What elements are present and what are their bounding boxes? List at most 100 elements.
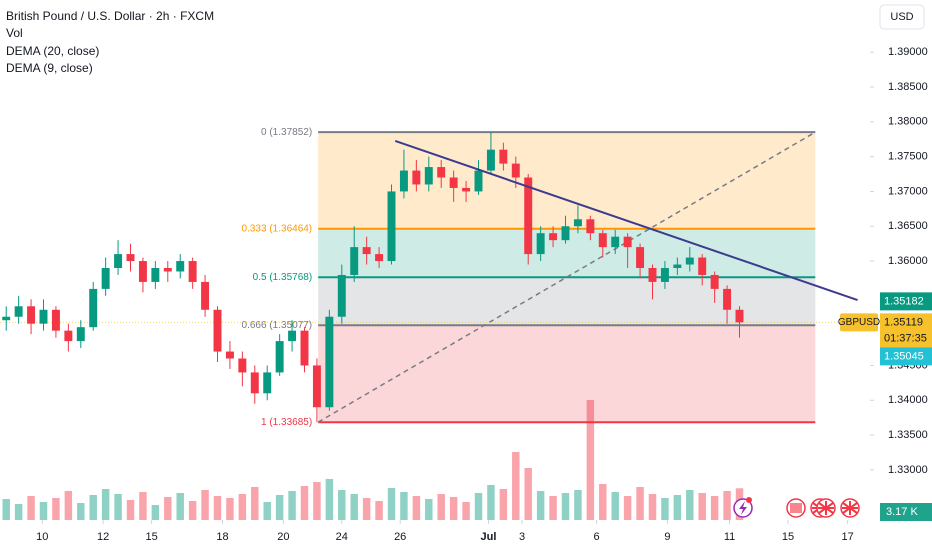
lightning-glyph [739, 501, 747, 515]
volume-bar [52, 498, 60, 520]
uk-cross [842, 501, 858, 515]
volume-label-box [880, 503, 932, 521]
volume-bar [400, 492, 408, 520]
indicator-label: DEMA (9, close) [6, 61, 93, 75]
candle-body [474, 170, 483, 192]
fib-label: 0 (1.37852) [261, 127, 312, 138]
x-tick-label: 9 [664, 531, 670, 543]
candle-body [412, 170, 421, 185]
fib-label: 0.5 (1.35768) [253, 272, 313, 283]
indicator-label: Vol [6, 26, 23, 40]
event-flags[interactable] [786, 498, 860, 518]
chart-title: British Pound / U.S. Dollar · 2h · FXCM [6, 9, 214, 23]
symbol-label: GBPUSD [838, 317, 880, 328]
volume-bar [425, 499, 433, 520]
candle-body [685, 257, 694, 265]
volume-bar [27, 496, 35, 520]
volume-bar [238, 494, 247, 520]
currency-label[interactable]: USD [890, 11, 913, 23]
volume-bar [64, 491, 73, 520]
volume-bar [338, 490, 346, 520]
volume-bar [350, 494, 358, 520]
indicator-label: DEMA (20, close) [6, 44, 99, 58]
candle-body [437, 167, 446, 178]
x-tick-label: 17 [842, 531, 854, 543]
volume-bar [375, 501, 383, 520]
fib-label: 1 (1.33685) [261, 417, 312, 428]
price-label-box [880, 347, 932, 366]
candle-body [673, 264, 682, 269]
candle-body [536, 233, 545, 255]
volume-bar [586, 400, 595, 520]
x-tick-label: 10 [36, 531, 48, 543]
volume-bar [2, 499, 10, 520]
candle-body [151, 268, 160, 282]
volume-bar [151, 505, 160, 520]
candle-body [213, 309, 222, 352]
volume-label: 3.17 K [886, 506, 918, 518]
candle-body [39, 309, 48, 324]
fib-label: 0.666 (1.35077) [242, 320, 313, 331]
x-tick-label: 18 [216, 531, 228, 543]
candle-body [586, 219, 595, 234]
candle-body [499, 149, 508, 164]
volume-bar [213, 496, 222, 520]
volume-bar [499, 489, 508, 520]
currency-button[interactable] [879, 4, 925, 30]
volume-bar [474, 493, 483, 520]
volume-bar [226, 498, 234, 520]
volume-bar [39, 502, 48, 520]
fib-zone [318, 325, 816, 423]
candle-body [636, 247, 645, 269]
volume-bar [288, 491, 296, 520]
volume-bar [114, 494, 122, 520]
x-tick-label: 24 [336, 531, 348, 543]
fib-label: 0.333 (1.36464) [242, 223, 313, 234]
volume-bar [487, 485, 495, 520]
y-tick-label: 1.33000 [888, 464, 928, 476]
y-tick-label: 1.37500 [888, 151, 928, 163]
candle-body [312, 365, 321, 408]
volume-bar [14, 504, 23, 520]
volume-bar [449, 497, 458, 520]
candle-body [163, 268, 172, 272]
candle-body [648, 268, 657, 282]
candle-body [76, 327, 85, 342]
candle-body [723, 288, 732, 310]
candle-body [449, 177, 458, 188]
candle-body [288, 330, 297, 342]
volume-bar [77, 503, 85, 520]
volume-bar [462, 502, 470, 520]
candle-body [710, 274, 719, 289]
candle-body [337, 274, 346, 317]
x-tick-label: 6 [594, 531, 600, 543]
x-tick-label: 15 [146, 531, 158, 543]
candle-body [698, 257, 707, 275]
fib-diagonal [317, 131, 816, 423]
candle-body [660, 268, 669, 282]
candle-body [101, 268, 110, 289]
volume-bar [536, 491, 545, 520]
y-tick-label: 1.34000 [888, 394, 928, 406]
y-tick-label: 1.38500 [888, 81, 928, 93]
price-label-box [880, 292, 932, 311]
candle-body [238, 358, 247, 373]
volume-bar [512, 452, 520, 520]
volume-bar [599, 484, 607, 520]
countdown-label: 01:37:35 [884, 332, 927, 344]
volume-bar [101, 489, 110, 520]
candle-body [126, 254, 135, 262]
candle-body [362, 247, 371, 255]
candle-body [250, 372, 259, 394]
volume-bar [313, 482, 321, 520]
candle-body [573, 219, 582, 227]
candle-body [114, 254, 123, 269]
candle-body [486, 149, 495, 171]
volume-bar [623, 496, 632, 520]
us-flag-stripes [790, 503, 802, 513]
plot-area: 0 (1.37852) 0.333 (1.36464) 0.5 (1.35768) 0… [0, 46, 932, 543]
x-tick-label: 11 [724, 531, 735, 543]
y-tick-label: 1.39000 [888, 46, 928, 58]
candle-body [275, 341, 284, 373]
